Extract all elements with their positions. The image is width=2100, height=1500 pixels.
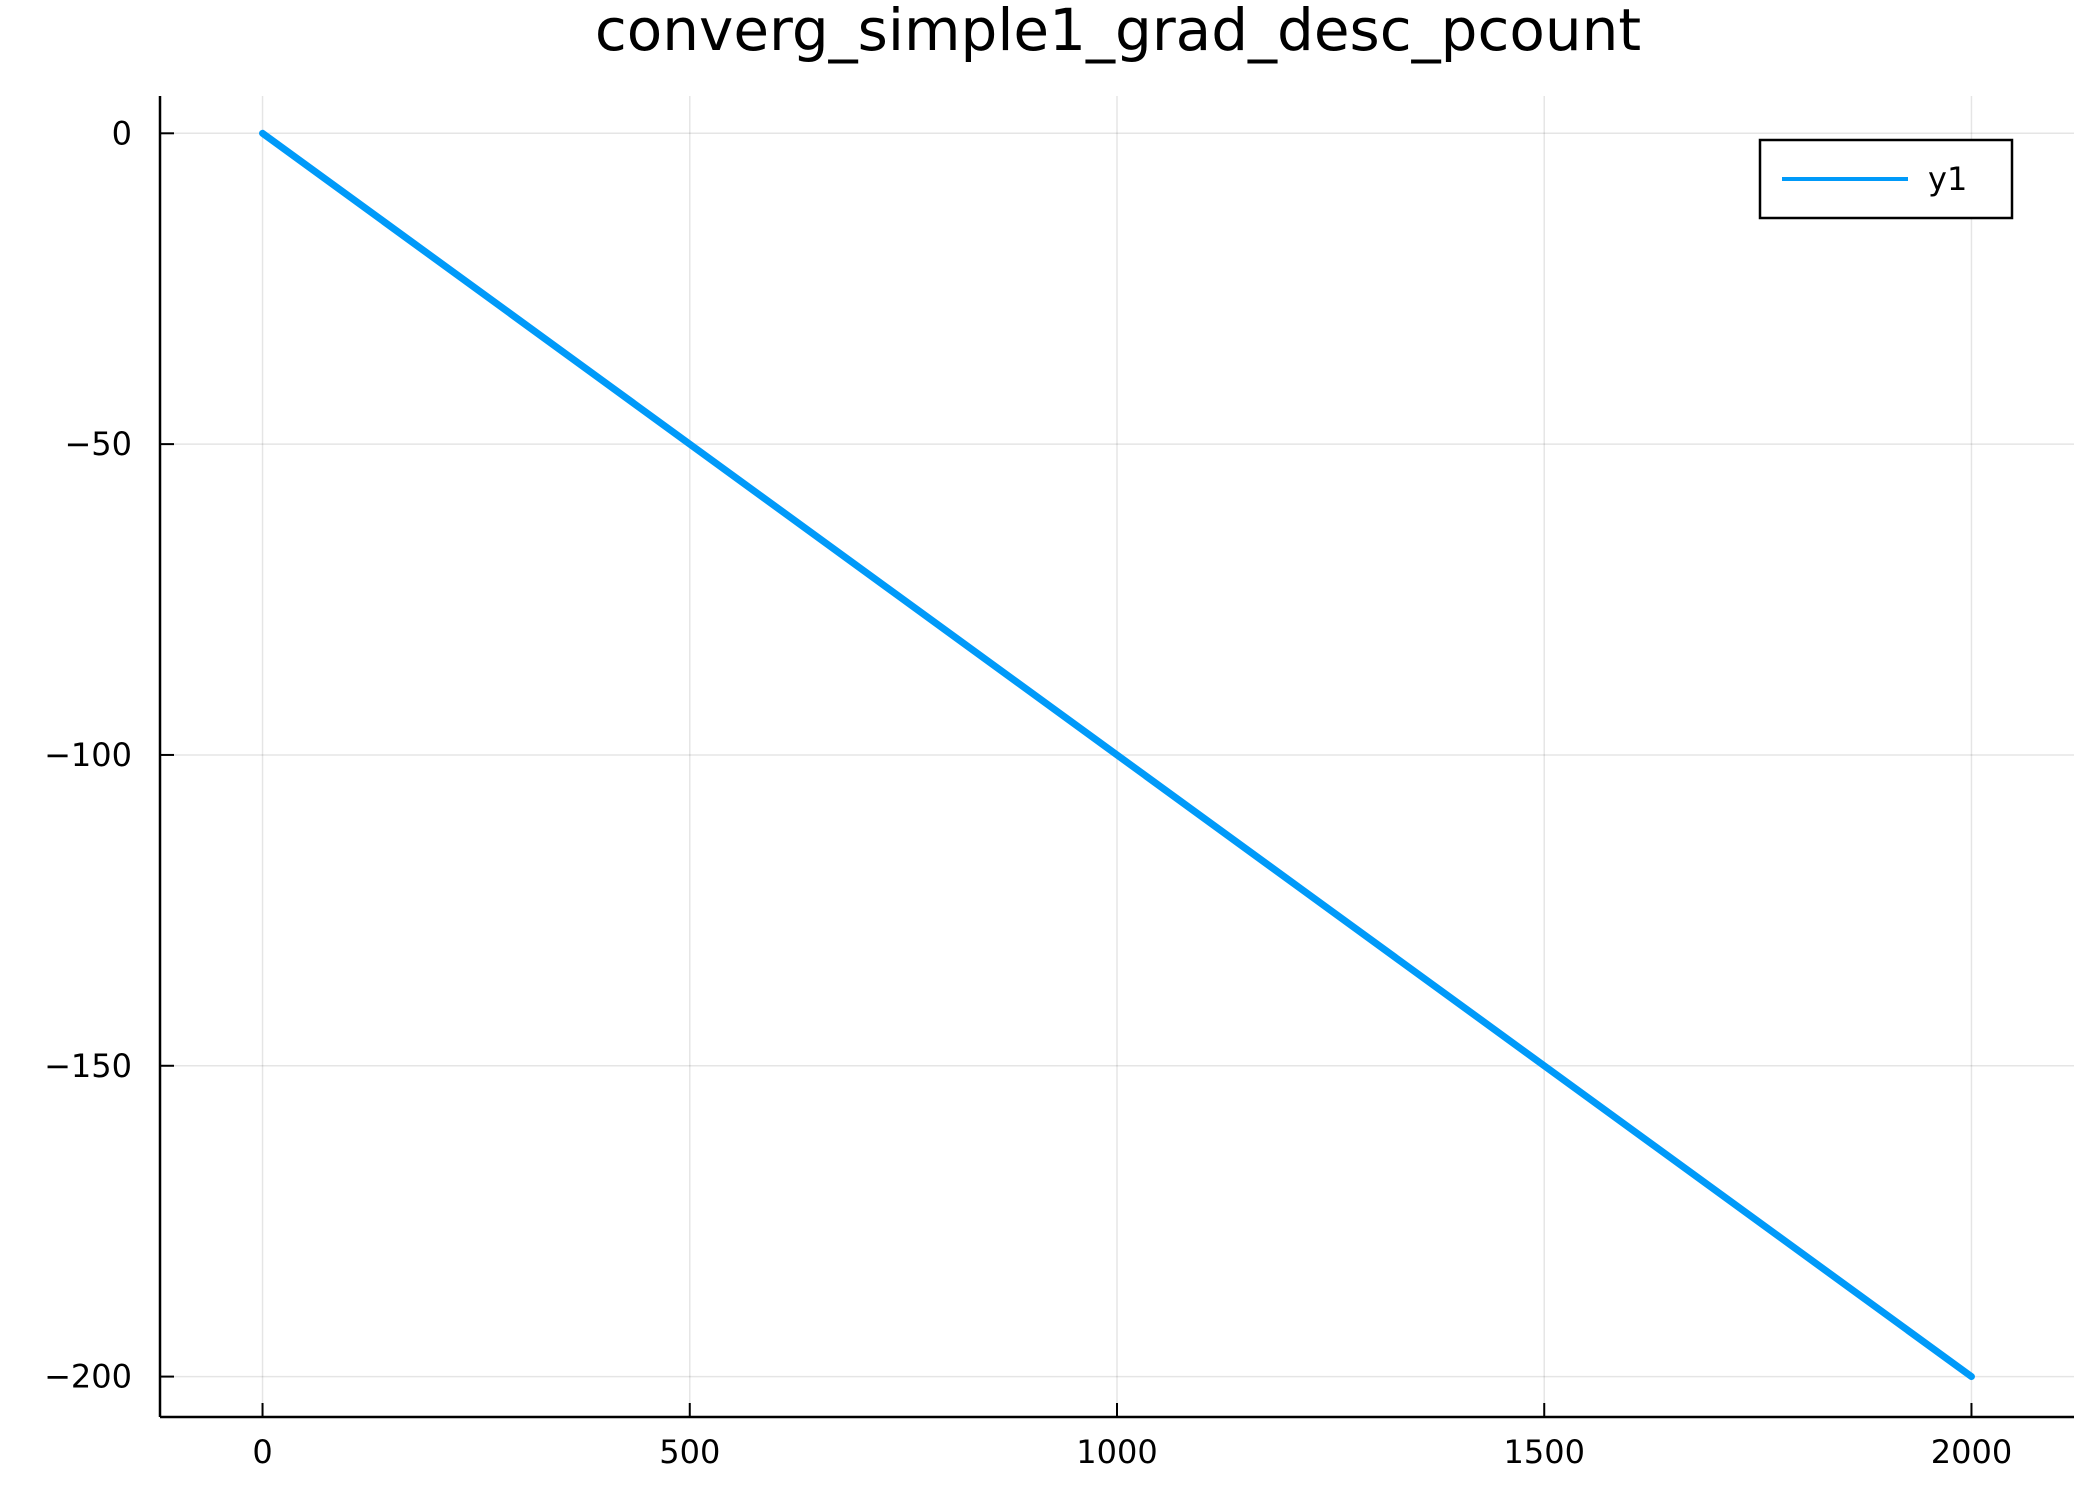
ticks: 0 500 1000 1500 2000 0 −50 −100 −150 −200 [44,114,2012,1471]
x-tick-label: 500 [659,1433,720,1471]
x-tick-label: 1500 [1504,1433,1585,1471]
grid [160,96,2074,1417]
y-tick-label: −50 [64,425,132,463]
x-tick-label: 1000 [1076,1433,1157,1471]
legend: y1 [1758,138,2014,220]
x-tick-label: 0 [252,1433,272,1471]
x-tick-label: 2000 [1931,1433,2012,1471]
y-tick-label: −100 [44,736,132,774]
y-tick-label: 0 [112,114,132,152]
series-layer [259,129,1975,1381]
series-line-y1 [259,129,1975,1381]
y-tick-label: −200 [44,1358,132,1396]
chart-title: converg_simple1_grad_desc_pcount [595,0,1641,64]
legend-label: y1 [1928,160,1967,198]
y-tick-label: −150 [44,1047,132,1085]
